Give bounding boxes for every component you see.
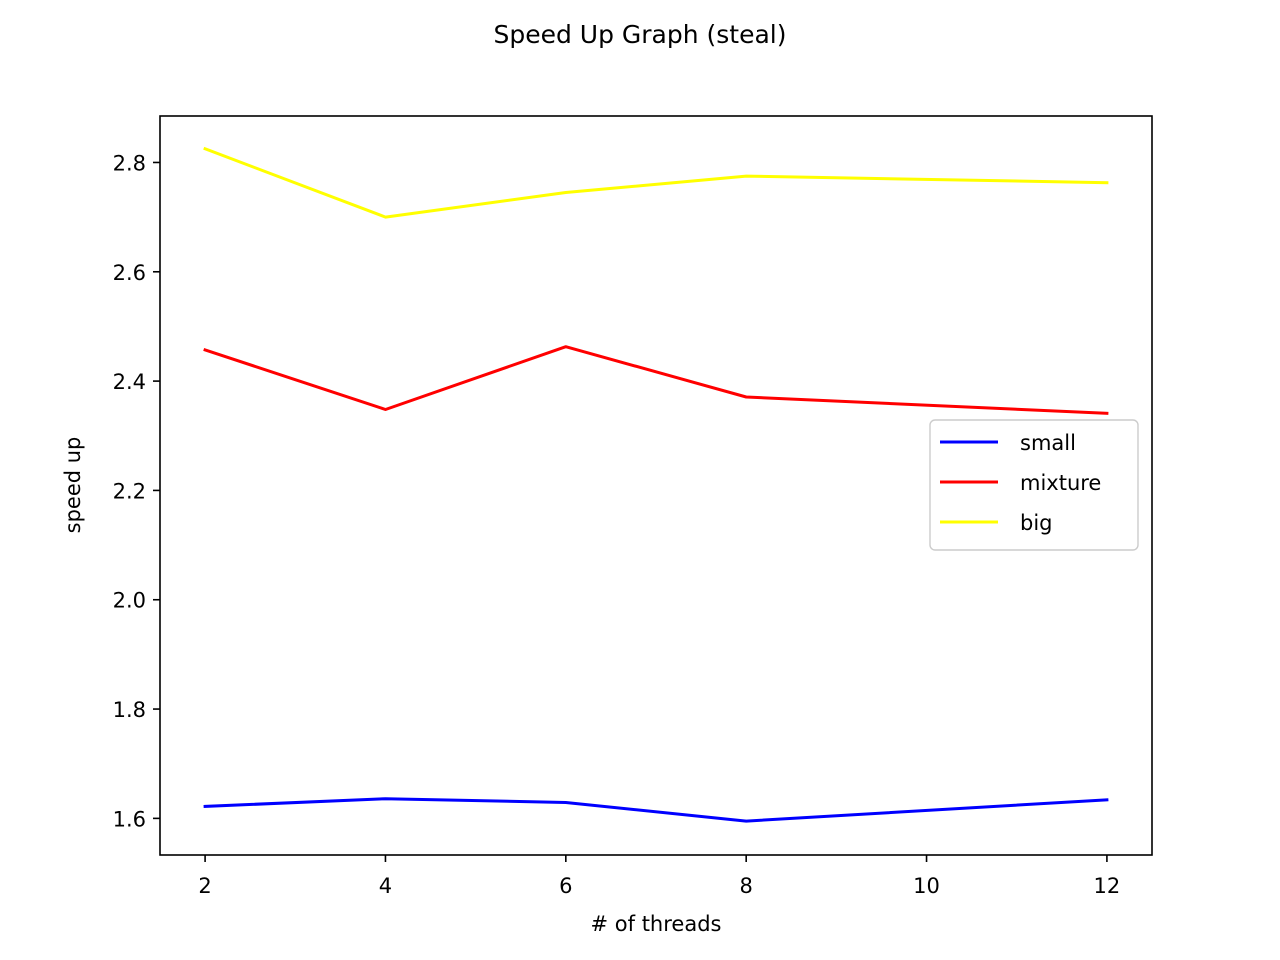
chart-title: Speed Up Graph (steal) bbox=[493, 20, 786, 49]
x-tick-label: 4 bbox=[379, 874, 392, 898]
legend-label-big: big bbox=[1020, 511, 1053, 535]
y-tick-label: 2.0 bbox=[113, 589, 146, 613]
y-tick-label: 2.6 bbox=[113, 261, 146, 285]
x-tick-label: 6 bbox=[559, 874, 572, 898]
legend-label-mixture: mixture bbox=[1020, 471, 1101, 495]
x-axis-label: # of threads bbox=[591, 912, 722, 936]
y-tick-label: 2.8 bbox=[113, 151, 146, 175]
y-tick-label: 2.4 bbox=[113, 370, 146, 394]
legend-box bbox=[929, 419, 1139, 551]
y-axis-label: speed up bbox=[61, 437, 85, 534]
y-tick-label: 2.2 bbox=[113, 479, 146, 503]
x-axis-ticks: 2 4 6 8 10 12 bbox=[198, 855, 1120, 898]
y-tick-label: 1.8 bbox=[113, 698, 146, 722]
series-layer bbox=[203, 146, 1109, 823]
legend-items: small mixture big bbox=[940, 431, 1101, 535]
x-tick-label: 10 bbox=[913, 874, 940, 898]
x-tick-label: 8 bbox=[739, 874, 752, 898]
legend: small mixture big bbox=[929, 419, 1139, 551]
y-tick-label: 1.6 bbox=[113, 807, 146, 831]
x-tick-label: 12 bbox=[1094, 874, 1121, 898]
y-axis-ticks: 1.6 1.8 2.0 2.2 2.4 2.6 2.8 bbox=[113, 151, 160, 831]
legend-label-small: small bbox=[1020, 431, 1076, 455]
x-tick-label: 2 bbox=[198, 874, 211, 898]
